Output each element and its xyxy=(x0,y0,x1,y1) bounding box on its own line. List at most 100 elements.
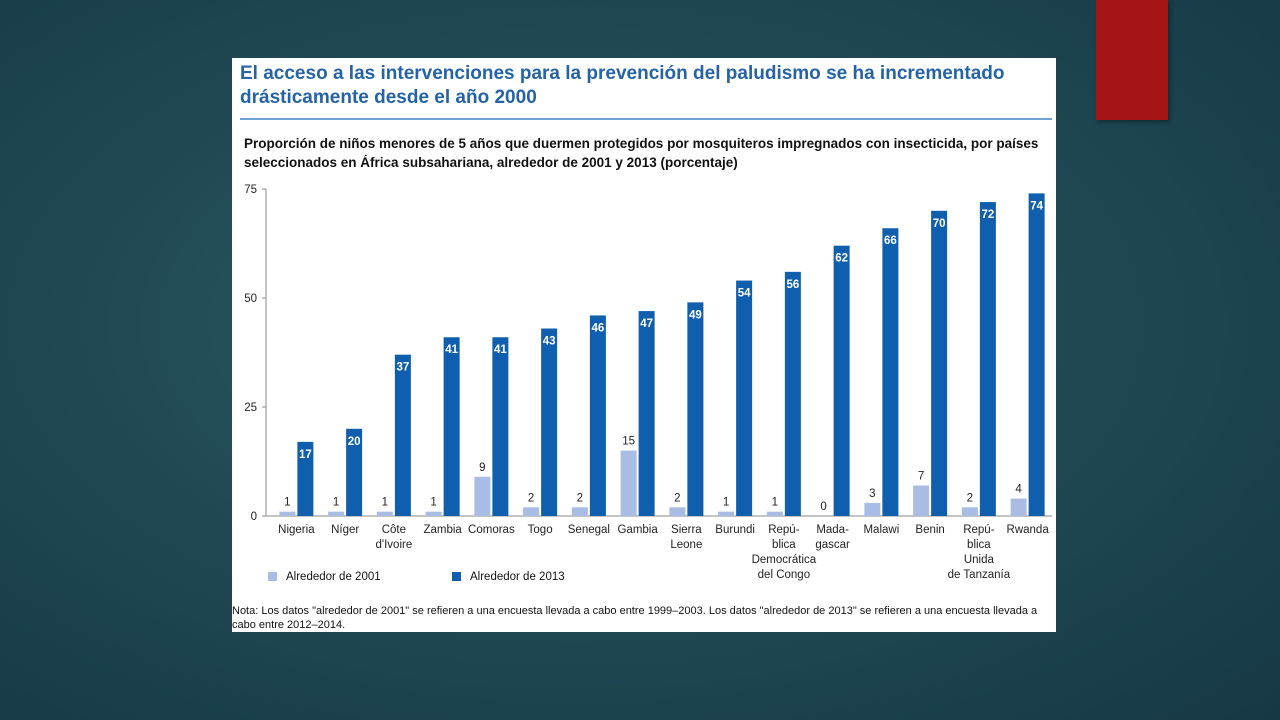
x-tick-label-line: Rwanda xyxy=(1007,524,1050,536)
data-label-2013: 20 xyxy=(348,436,361,448)
bar-2013 xyxy=(784,271,801,516)
headline-divider xyxy=(240,118,1052,120)
y-tick-label: 75 xyxy=(244,184,257,196)
bar-2013 xyxy=(492,337,509,516)
x-tick-label-line: Gambia xyxy=(617,524,658,536)
data-label-2001: 2 xyxy=(528,492,534,504)
data-label-2013: 62 xyxy=(835,253,848,265)
data-label-2001: 2 xyxy=(967,492,973,504)
x-tick-label: Côte d'Ivoire xyxy=(376,524,413,551)
x-tick-label: Gambia xyxy=(617,524,658,536)
accent-red-tab xyxy=(1096,0,1168,120)
data-label-2001: 15 xyxy=(622,436,635,448)
bar-2001 xyxy=(718,511,735,516)
x-tick-label: Benin xyxy=(915,524,944,536)
chart-note: Nota: Los datos "alrededor de 2001" se r… xyxy=(232,605,1038,631)
bar-2001 xyxy=(376,511,393,516)
bar-2013 xyxy=(882,228,899,517)
data-label-2001: 1 xyxy=(772,497,778,509)
x-tick-label: Sierra Leone xyxy=(670,524,702,551)
x-tick-label-line: Mada- xyxy=(816,524,849,536)
x-tick-label: Repú-blica Democrática del Congo xyxy=(752,524,817,581)
bar-2001 xyxy=(425,511,442,516)
bar-2013 xyxy=(443,337,460,516)
bar-2013 xyxy=(687,302,704,516)
x-tick-label-line: Côte xyxy=(382,524,406,536)
x-tick-label-line: Comoras xyxy=(468,524,515,536)
bar-2013 xyxy=(541,328,558,516)
data-label-2001: 9 xyxy=(479,462,485,474)
x-tick-label: Níger xyxy=(331,524,359,536)
bar-2001 xyxy=(864,502,881,516)
y-tick-label: 50 xyxy=(244,293,257,305)
x-tick-label: Comoras xyxy=(468,524,515,536)
data-label-2001: 7 xyxy=(918,470,924,482)
x-tick-label-line: gascar xyxy=(815,539,850,551)
chart-title: Proporción de niños menores de 5 años qu… xyxy=(244,136,1039,170)
x-tick-label: Repú-blica Unida de Tanzanía xyxy=(948,524,1011,581)
data-label-2001: 1 xyxy=(723,497,729,509)
bar-2013 xyxy=(931,210,948,517)
legend-item-2001: Alrededor de 2001 xyxy=(268,571,381,583)
data-label-2001: 2 xyxy=(674,492,680,504)
data-label-2001: 4 xyxy=(1015,484,1022,496)
bar-2013 xyxy=(1028,193,1045,517)
data-label-2013: 37 xyxy=(396,362,409,374)
bar-2013 xyxy=(979,202,996,516)
data-label-2013: 70 xyxy=(933,218,946,230)
legend-label-2001: Alrededor de 2001 xyxy=(286,571,381,583)
bar-2001 xyxy=(961,507,978,516)
data-label-2001: 1 xyxy=(382,497,388,509)
x-tick-label-line: Benin xyxy=(915,524,944,536)
data-label-2013: 41 xyxy=(494,344,507,356)
x-tick-label-line: Unida xyxy=(964,554,995,566)
bar-2001 xyxy=(1010,498,1027,516)
x-tick-label: Malawi xyxy=(863,524,899,536)
data-label-2013: 72 xyxy=(981,209,994,221)
data-label-2001: 1 xyxy=(284,497,290,509)
x-tick-label: Nigeria xyxy=(278,524,315,536)
bar-2001 xyxy=(279,511,296,516)
x-tick-label-line: Sierra xyxy=(671,524,702,536)
x-tick-label: Mada-gascar xyxy=(815,524,850,551)
data-label-2013: 41 xyxy=(445,344,458,356)
x-tick-label-line: Repú- xyxy=(963,524,994,536)
legend-swatch-2001 xyxy=(268,572,277,581)
x-tick-label-line: Zambia xyxy=(423,524,462,536)
bar-2013 xyxy=(394,354,411,516)
x-tick-label-line: Leone xyxy=(670,539,702,551)
bar-2013 xyxy=(638,311,655,516)
x-tick-label-line: blica xyxy=(967,539,991,551)
x-tick-label-line: Repú- xyxy=(768,524,799,536)
x-tick-label-line: Democrática xyxy=(752,554,817,566)
data-label-2013: 56 xyxy=(786,279,799,291)
bar-2001 xyxy=(620,450,637,516)
data-label-2001: 0 xyxy=(820,501,826,513)
bar-2001 xyxy=(766,511,783,516)
x-tick-label-line: d'Ivoire xyxy=(376,539,413,551)
x-tick-label: Burundi xyxy=(715,524,755,536)
x-tick-label-line: Malawi xyxy=(863,524,899,536)
data-label-2013: 47 xyxy=(640,318,653,330)
data-label-2013: 54 xyxy=(738,288,751,300)
slide-content: El acceso a las intervenciones para la p… xyxy=(232,58,1056,632)
data-label-2001: 2 xyxy=(577,492,583,504)
y-tick-label: 25 xyxy=(244,402,257,414)
x-tick-label: Zambia xyxy=(423,524,462,536)
data-label-2013: 17 xyxy=(299,449,312,461)
bar-2001 xyxy=(523,507,540,516)
data-label-2013: 43 xyxy=(543,336,556,348)
data-label-2013: 46 xyxy=(591,322,604,334)
bar-2001 xyxy=(669,507,686,516)
x-tick-label-line: Togo xyxy=(528,524,553,536)
data-label-2013: 74 xyxy=(1030,200,1043,212)
data-label-2013: 49 xyxy=(689,309,702,321)
x-tick-label-line: Senegal xyxy=(568,524,610,536)
x-tick-label-line: Nigeria xyxy=(278,524,315,536)
x-tick-label: Togo xyxy=(528,524,553,536)
legend-label-2013: Alrededor de 2013 xyxy=(470,571,565,583)
data-label-2001: 1 xyxy=(430,497,436,509)
bar-2013 xyxy=(346,428,363,516)
x-tick-label: Rwanda xyxy=(1007,524,1050,536)
x-tick-label-line: Burundi xyxy=(715,524,755,536)
